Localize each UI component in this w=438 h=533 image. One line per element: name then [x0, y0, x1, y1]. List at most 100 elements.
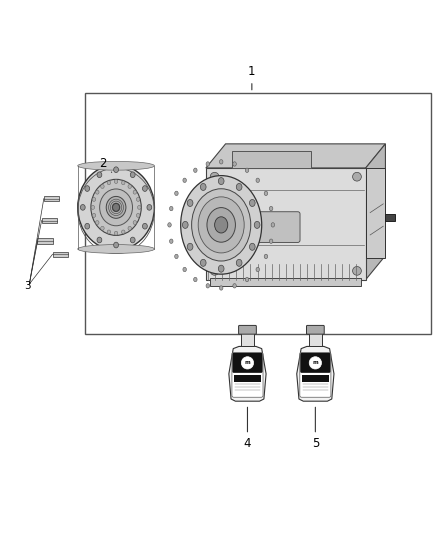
Ellipse shape: [136, 213, 140, 217]
Circle shape: [353, 172, 361, 181]
Bar: [309, 333, 321, 346]
Ellipse shape: [128, 184, 131, 189]
Ellipse shape: [78, 165, 154, 250]
Ellipse shape: [107, 181, 111, 185]
Ellipse shape: [187, 243, 193, 251]
Polygon shape: [297, 346, 334, 401]
Ellipse shape: [215, 217, 228, 233]
Ellipse shape: [113, 204, 120, 211]
Text: 5: 5: [312, 407, 319, 450]
Circle shape: [210, 266, 219, 275]
FancyBboxPatch shape: [239, 326, 256, 334]
Ellipse shape: [114, 242, 118, 248]
Ellipse shape: [183, 178, 187, 182]
Ellipse shape: [138, 205, 141, 209]
Bar: [85, 93, 431, 334]
Ellipse shape: [170, 206, 173, 211]
Text: m: m: [313, 360, 318, 365]
Ellipse shape: [168, 223, 171, 227]
Ellipse shape: [133, 221, 137, 224]
Ellipse shape: [80, 205, 85, 210]
Ellipse shape: [245, 277, 249, 282]
Ellipse shape: [194, 168, 197, 173]
Bar: [44, 196, 59, 201]
Circle shape: [210, 172, 219, 181]
Ellipse shape: [95, 221, 99, 224]
Polygon shape: [206, 144, 385, 168]
Ellipse shape: [114, 167, 118, 173]
Bar: [210, 278, 361, 286]
Ellipse shape: [245, 168, 249, 173]
Ellipse shape: [133, 190, 137, 194]
Ellipse shape: [219, 286, 223, 290]
Bar: [234, 375, 261, 382]
Ellipse shape: [200, 183, 206, 190]
Ellipse shape: [269, 206, 273, 211]
Ellipse shape: [233, 284, 237, 288]
Ellipse shape: [206, 162, 209, 166]
Ellipse shape: [142, 223, 147, 229]
Ellipse shape: [97, 237, 102, 243]
Bar: [42, 218, 57, 223]
Ellipse shape: [170, 239, 173, 244]
Ellipse shape: [130, 237, 135, 243]
FancyBboxPatch shape: [256, 212, 300, 243]
Ellipse shape: [218, 177, 224, 184]
Ellipse shape: [121, 181, 125, 185]
Circle shape: [353, 266, 361, 275]
FancyBboxPatch shape: [232, 352, 263, 397]
Ellipse shape: [128, 227, 131, 230]
Bar: [301, 375, 329, 382]
FancyBboxPatch shape: [300, 352, 331, 397]
Ellipse shape: [254, 221, 260, 229]
Ellipse shape: [131, 172, 135, 177]
Ellipse shape: [218, 265, 224, 272]
Bar: [37, 238, 53, 244]
Ellipse shape: [91, 205, 95, 209]
Ellipse shape: [180, 175, 261, 274]
Text: 2: 2: [99, 157, 112, 172]
Ellipse shape: [107, 230, 111, 234]
Ellipse shape: [100, 189, 132, 226]
Ellipse shape: [85, 223, 90, 229]
Ellipse shape: [85, 185, 90, 191]
Text: 4: 4: [244, 407, 251, 450]
Ellipse shape: [194, 277, 197, 282]
Ellipse shape: [78, 245, 154, 253]
Ellipse shape: [264, 191, 268, 196]
Polygon shape: [366, 144, 385, 280]
Ellipse shape: [142, 185, 147, 191]
Ellipse shape: [271, 223, 275, 227]
Ellipse shape: [206, 284, 209, 288]
Ellipse shape: [121, 230, 125, 234]
Ellipse shape: [269, 239, 273, 244]
FancyBboxPatch shape: [300, 353, 330, 373]
Ellipse shape: [250, 243, 255, 251]
Bar: [241, 333, 254, 346]
Ellipse shape: [256, 178, 259, 182]
Ellipse shape: [264, 254, 268, 259]
Ellipse shape: [91, 179, 141, 236]
Ellipse shape: [219, 159, 223, 164]
Ellipse shape: [207, 207, 236, 242]
Ellipse shape: [198, 197, 244, 253]
Ellipse shape: [183, 267, 187, 272]
Ellipse shape: [106, 197, 126, 219]
Ellipse shape: [187, 199, 193, 206]
Bar: [366, 168, 385, 258]
Ellipse shape: [136, 197, 140, 201]
FancyBboxPatch shape: [232, 353, 262, 373]
Ellipse shape: [114, 231, 118, 235]
Ellipse shape: [175, 254, 178, 259]
Ellipse shape: [92, 197, 96, 201]
Bar: [385, 214, 395, 221]
FancyBboxPatch shape: [307, 326, 324, 334]
Text: 3: 3: [24, 281, 31, 291]
Bar: [206, 168, 366, 280]
Ellipse shape: [200, 260, 206, 266]
Ellipse shape: [101, 184, 104, 189]
Ellipse shape: [95, 190, 99, 194]
Ellipse shape: [101, 227, 104, 230]
Circle shape: [309, 357, 321, 369]
Polygon shape: [229, 346, 266, 401]
